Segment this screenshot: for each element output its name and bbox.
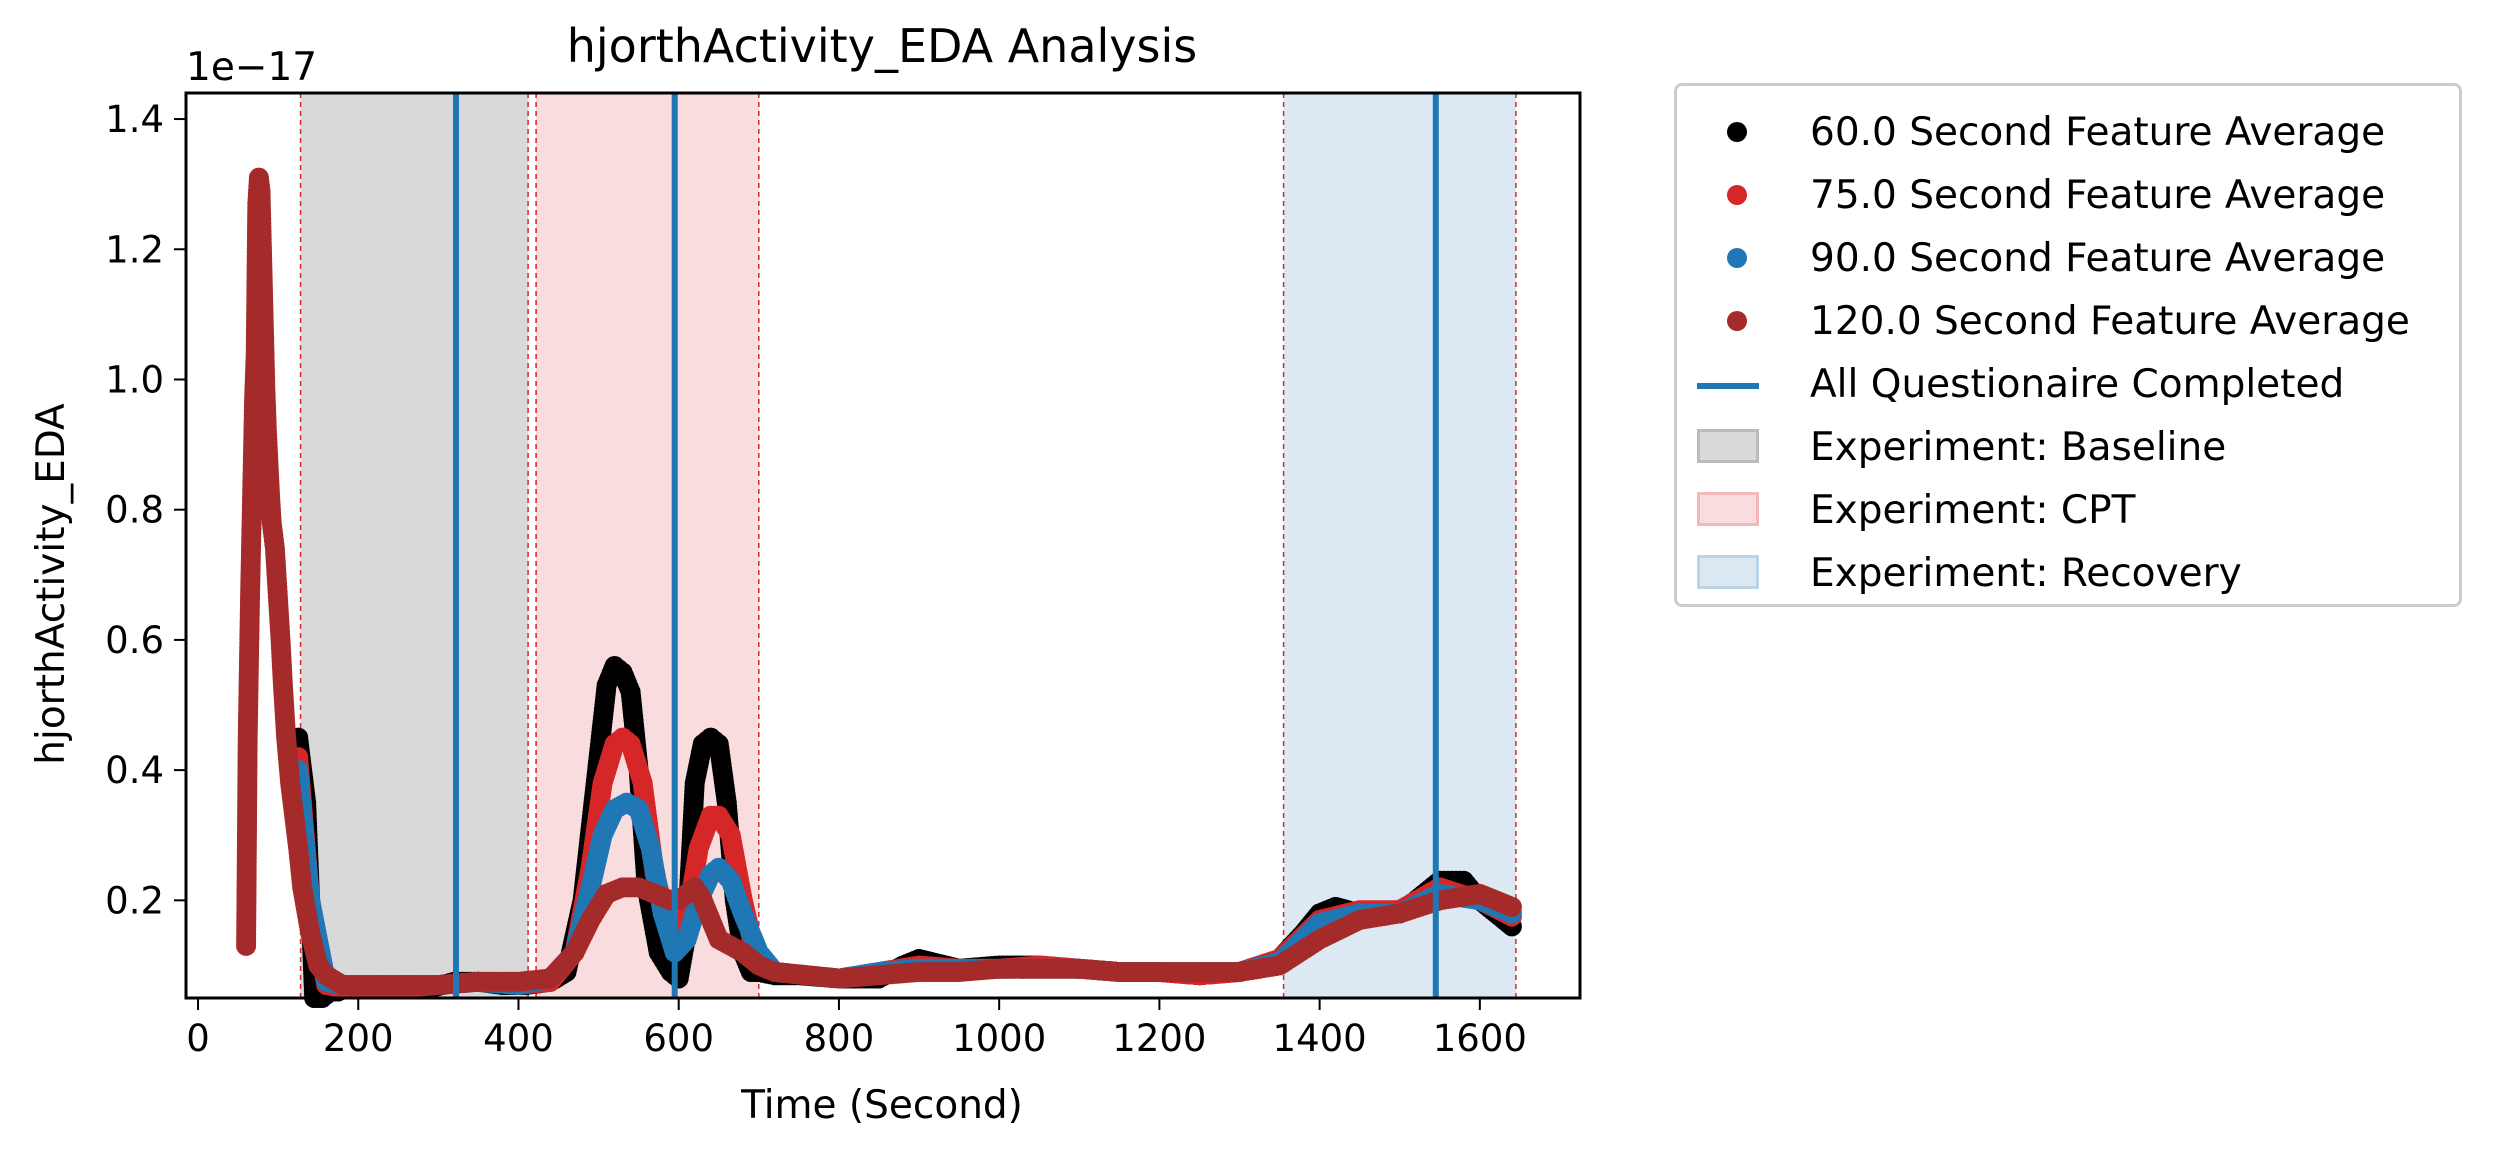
y-tick-label: 0.4	[105, 749, 164, 792]
dot-icon	[1727, 122, 1747, 142]
x-tick-label: 0	[186, 1017, 210, 1060]
legend-marker-questionnaire	[1697, 354, 1777, 416]
legend-item-120s: 120.0 Second Feature Average	[1677, 291, 2459, 353]
legend: 60.0 Second Feature Average 75.0 Second …	[1674, 83, 2462, 607]
legend-label: All Questionaire Completed	[1810, 362, 2345, 407]
questionnaire-lines	[452, 93, 1439, 998]
legend-label: 60.0 Second Feature Average	[1810, 110, 2386, 155]
x-tick-label: 1200	[1112, 1017, 1206, 1060]
data-series	[236, 167, 1522, 1008]
span-baseline	[300, 93, 529, 998]
y-axis-offset-label: 1e−17	[186, 45, 317, 90]
patch-icon	[1697, 492, 1759, 526]
patch-icon	[1697, 555, 1759, 589]
dot-icon	[1727, 185, 1747, 205]
legend-label: Experiment: CPT	[1810, 488, 2136, 533]
experiment-spans	[299, 93, 1517, 998]
legend-label: 120.0 Second Feature Average	[1810, 299, 2410, 344]
x-tick-label: 600	[643, 1017, 714, 1060]
y-tick-label: 0.8	[105, 489, 164, 532]
x-tick-label: 1600	[1433, 1017, 1527, 1060]
legend-marker-90s	[1697, 228, 1777, 290]
x-tick-label: 1000	[952, 1017, 1046, 1060]
x-axis-label: Time (Second)	[740, 1083, 1023, 1128]
x-axis-ticks: 0 200 400 600 800 1000 1200 1400 1600	[186, 998, 1527, 1060]
y-tick-label: 0.2	[105, 879, 164, 922]
legend-marker-60s	[1697, 102, 1777, 164]
legend-item-questionnaire: All Questionaire Completed	[1677, 354, 2459, 416]
span-recovery	[1283, 93, 1516, 998]
legend-item-baseline: Experiment: Baseline	[1677, 417, 2459, 479]
y-axis-label: hjorthActivity_EDA	[29, 403, 74, 765]
legend-item-cpt: Experiment: CPT	[1677, 480, 2459, 542]
legend-item-90s: 90.0 Second Feature Average	[1677, 228, 2459, 290]
data-point	[1501, 896, 1522, 917]
line-icon	[1697, 383, 1759, 389]
y-tick-label: 1.4	[105, 98, 164, 141]
x-tick-label: 800	[804, 1017, 875, 1060]
y-tick-label: 1.2	[105, 228, 164, 271]
legend-item-recovery: Experiment: Recovery	[1677, 543, 2459, 605]
chart-title: hjorthActivity_EDA Analysis	[567, 19, 1198, 73]
legend-marker-baseline	[1697, 417, 1777, 479]
dot-icon	[1727, 311, 1747, 331]
legend-marker-recovery	[1697, 543, 1777, 605]
legend-marker-cpt	[1697, 480, 1777, 542]
y-tick-label: 1.0	[105, 358, 164, 401]
y-tick-label: 0.6	[105, 619, 164, 662]
series-4	[236, 167, 1522, 995]
patch-icon	[1697, 429, 1759, 463]
legend-label: Experiment: Recovery	[1810, 551, 2242, 596]
legend-label: Experiment: Baseline	[1810, 425, 2227, 470]
dot-icon	[1727, 248, 1747, 268]
legend-item-75s: 75.0 Second Feature Average	[1677, 165, 2459, 227]
plot-frame	[184, 91, 1582, 1000]
x-tick-label: 200	[323, 1017, 394, 1060]
x-tick-label: 400	[483, 1017, 554, 1060]
x-tick-label: 1400	[1273, 1017, 1367, 1060]
legend-label: 90.0 Second Feature Average	[1810, 236, 2386, 281]
legend-marker-75s	[1697, 165, 1777, 227]
y-axis-ticks: 0.2 0.4 0.6 0.8 1.0 1.2 1.4	[105, 98, 186, 922]
legend-marker-120s	[1697, 291, 1777, 353]
legend-item-60s: 60.0 Second Feature Average	[1677, 102, 2459, 164]
legend-label: 75.0 Second Feature Average	[1810, 173, 2386, 218]
